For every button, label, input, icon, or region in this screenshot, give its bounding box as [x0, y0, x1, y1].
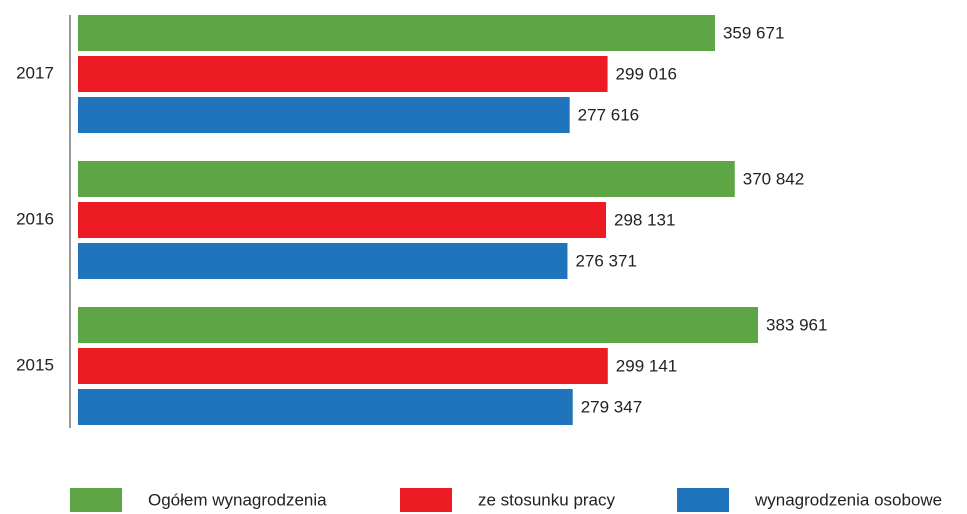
bar: [78, 348, 608, 384]
value-label: 299 016: [616, 64, 677, 83]
legend-swatch: [70, 488, 122, 512]
bar: [78, 15, 715, 51]
value-label: 370 842: [743, 169, 804, 188]
bar: [78, 161, 735, 197]
legend-swatch: [677, 488, 729, 512]
y-tick-label: 2017: [16, 63, 54, 82]
legend-label: Ogółem wynagrodzenia: [148, 490, 327, 509]
value-label: 383 961: [766, 315, 827, 334]
y-tick-label: 2015: [16, 355, 54, 374]
value-label: 359 671: [723, 23, 784, 42]
legend-label: wynagrodzenia osobowe: [754, 490, 942, 509]
value-label: 277 616: [578, 105, 639, 124]
bar: [78, 56, 608, 92]
value-label: 298 131: [614, 210, 675, 229]
legend-swatch: [400, 488, 452, 512]
bar: [78, 307, 758, 343]
bar: [78, 97, 570, 133]
bar: [78, 202, 606, 238]
value-label: 279 347: [581, 397, 642, 416]
value-label: 299 141: [616, 356, 677, 375]
legend-label: ze stosunku pracy: [478, 490, 616, 509]
bar: [78, 243, 568, 279]
bar: [78, 389, 573, 425]
value-label: 276 371: [575, 251, 636, 270]
y-tick-label: 2016: [16, 209, 54, 228]
